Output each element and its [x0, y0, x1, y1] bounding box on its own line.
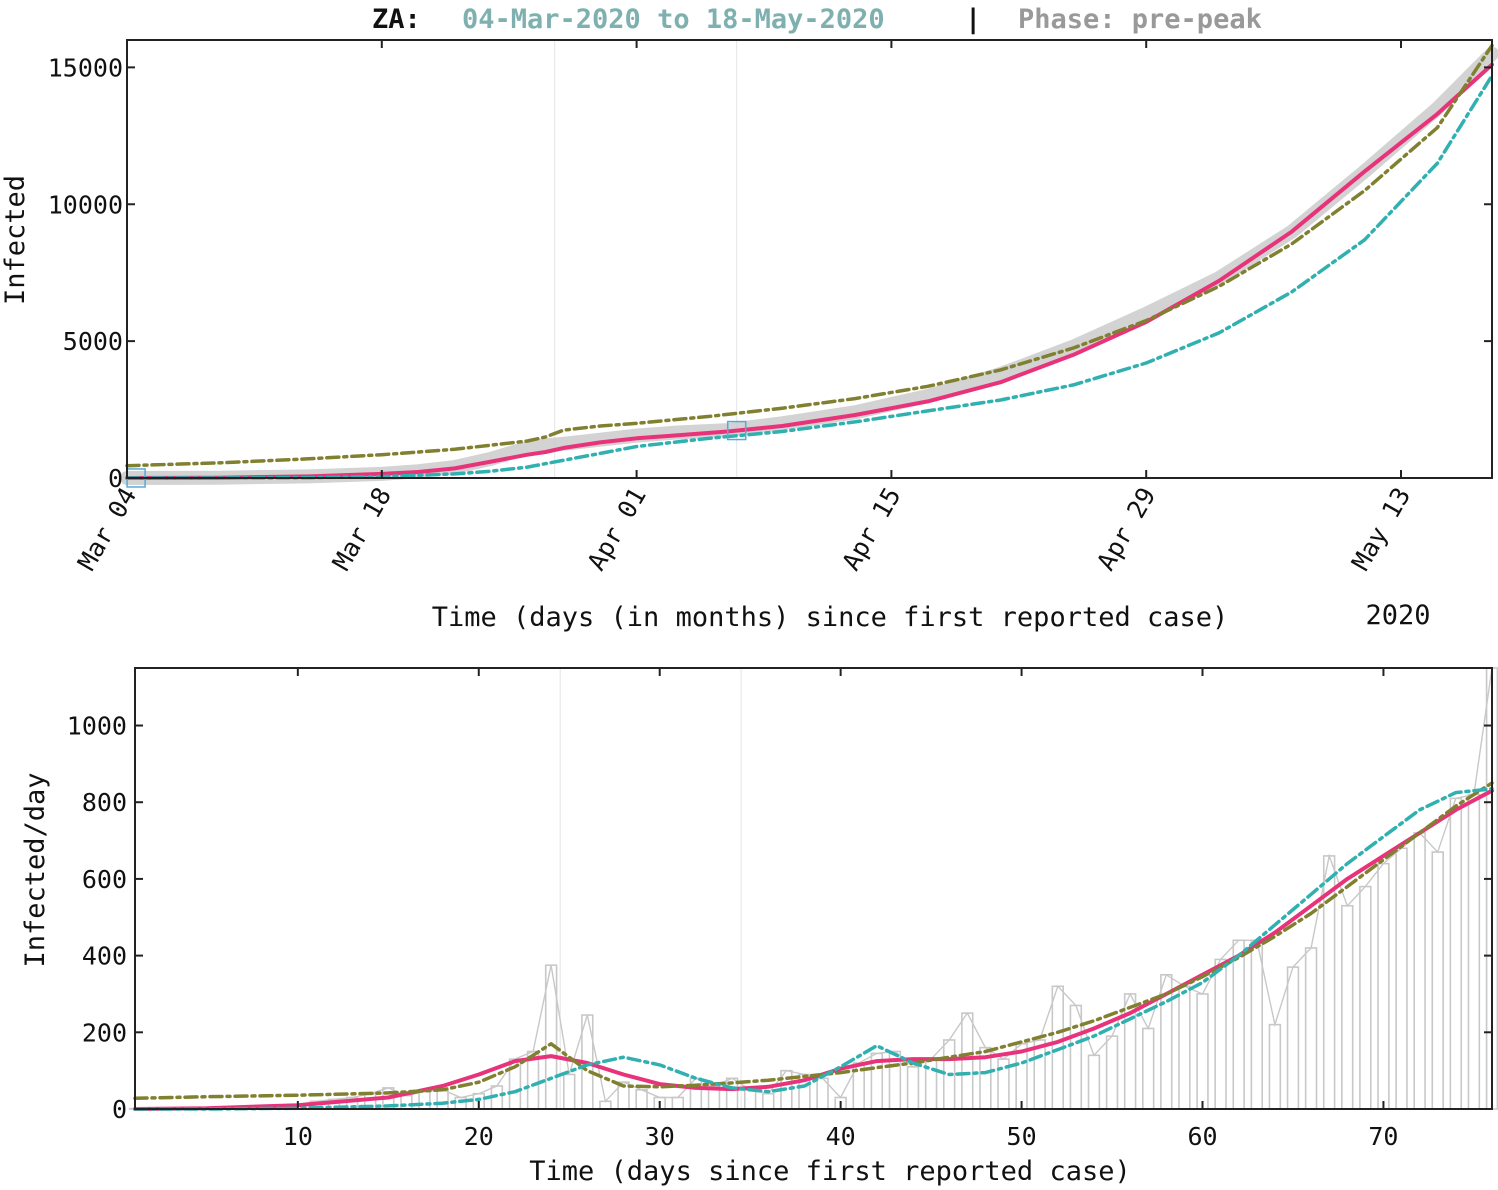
daily-bar	[1069, 1004, 1083, 1110]
bottom-x-tick-label: 20	[464, 1122, 494, 1151]
title-date-range: 04-Mar-2020 to 18-May-2020	[462, 4, 885, 35]
figure-title: ZA: 04-Mar-2020 to 18-May-2020 | Phase: …	[372, 4, 1262, 35]
daily-bar	[1449, 797, 1463, 1110]
bottom-x-axis-label: Time (days since first reported case)	[529, 1156, 1130, 1187]
title-phase: Phase: pre-peak	[1018, 4, 1262, 35]
top-x-tick-labels: Mar 04 Mar 18 Apr 01 Apr 15 Apr 29 May 13	[72, 40, 1416, 575]
cumulative-infected-chart: Mar 04 Mar 18 Apr 01 Apr 15 Apr 29 May 13 0 50…	[0, 39, 1498, 633]
top-series-fit	[125, 62, 1494, 480]
top-x-tick-label: Apr 01	[582, 483, 652, 576]
top-series-upper	[125, 43, 1494, 468]
top-year-label: 2020	[1365, 600, 1430, 631]
bottom-x-tick-label: 50	[1007, 1122, 1037, 1151]
top-y-axis-label: Infected	[0, 175, 31, 305]
bottom-y-axis-label: Infected/day	[20, 772, 51, 967]
bottom-x-tick-labels: 10 20 30 40 50 60 70	[283, 668, 1398, 1151]
bottom-y-tick-label: 600	[82, 865, 127, 894]
top-x-tick-label: Mar 18	[327, 483, 397, 576]
top-axes-frame	[126, 39, 1493, 479]
daily-bar	[1033, 1039, 1046, 1110]
top-x-tick-label: May 13	[1346, 483, 1416, 576]
top-y-tick-label: 0	[108, 464, 123, 493]
daily-bar	[599, 1100, 612, 1110]
bottom-y-tick-label: 400	[82, 942, 127, 971]
bottom-y-tick-label: 200	[82, 1018, 127, 1047]
bottom-x-tick-label: 60	[1187, 1122, 1217, 1151]
daily-bar	[1087, 1054, 1101, 1110]
daily-bar	[1395, 847, 1408, 1110]
bottom-series-fit	[133, 788, 1494, 1111]
daily-bar	[1286, 966, 1300, 1110]
bottom-x-tick-label: 10	[283, 1122, 313, 1151]
top-phase-marker	[726, 420, 747, 441]
daily-bar	[762, 1092, 775, 1110]
daily-bar	[1196, 993, 1209, 1110]
bottom-series-lower	[133, 787, 1494, 1111]
bottom-x-tick-label: 30	[645, 1122, 675, 1151]
daily-bar	[743, 1089, 757, 1110]
top-y-tick-label: 10000	[48, 190, 123, 219]
daily-bar	[635, 1089, 648, 1110]
title-separator: |	[965, 4, 981, 35]
daily-bar	[400, 1094, 413, 1110]
daily-bar	[1232, 939, 1245, 1110]
bottom-y-tick-label: 800	[82, 788, 127, 817]
title-country: ZA:	[372, 4, 421, 35]
daily-bar	[1304, 947, 1318, 1110]
bottom-x-tick-label: 40	[826, 1122, 856, 1151]
bottom-axes-frame	[134, 667, 1493, 1110]
bottom-x-tick-label: 70	[1368, 1122, 1398, 1151]
daily-bar	[1105, 1035, 1119, 1110]
daily-bar	[1178, 985, 1191, 1110]
daily-bar	[1268, 1023, 1282, 1110]
daily-bar	[418, 1090, 431, 1110]
daily-bar	[563, 1073, 576, 1110]
top-y-tick-labels: 0 5000 10000 15000	[48, 53, 1492, 493]
daily-bar	[436, 1089, 449, 1110]
bottom-y-tick-label: 0	[112, 1095, 127, 1124]
daily-bar	[1431, 851, 1444, 1110]
bottom-plot-area	[128, 667, 1498, 1111]
daily-bar	[1413, 832, 1426, 1110]
top-x-tick-label: Mar 04	[72, 483, 142, 576]
daily-bar	[1467, 793, 1481, 1110]
daily-bar	[671, 1096, 685, 1110]
daily-data-line	[135, 667, 1493, 1110]
top-x-tick-label: Apr 29	[1091, 483, 1161, 576]
daily-bar	[961, 1012, 974, 1110]
daily-bar	[1250, 939, 1264, 1110]
daily-bar	[906, 1066, 920, 1110]
top-y-tick-label: 5000	[63, 327, 123, 356]
top-x-tick-label: Apr 15	[836, 483, 906, 576]
daily-infected-chart: 10 20 30 40 50 60 70 0 200 400 600 800 1000 Time (d…	[20, 667, 1498, 1187]
daily-bar	[1141, 1027, 1155, 1110]
top-x-axis-label: Time (days (in months) since first repor…	[432, 602, 1229, 633]
top-series-data	[120, 46, 1498, 485]
daily-bar	[1377, 862, 1390, 1110]
top-y-tick-label: 15000	[48, 53, 123, 82]
bottom-series-upper	[133, 781, 1494, 1101]
bottom-y-tick-label: 1000	[67, 712, 127, 741]
bottom-y-tick-labels: 0 200 400 600 800 1000	[67, 712, 1492, 1124]
daily-bar	[1341, 904, 1354, 1110]
top-plot-area	[120, 40, 1498, 488]
daily-bar	[1359, 885, 1372, 1110]
daily-bar	[1214, 958, 1227, 1110]
